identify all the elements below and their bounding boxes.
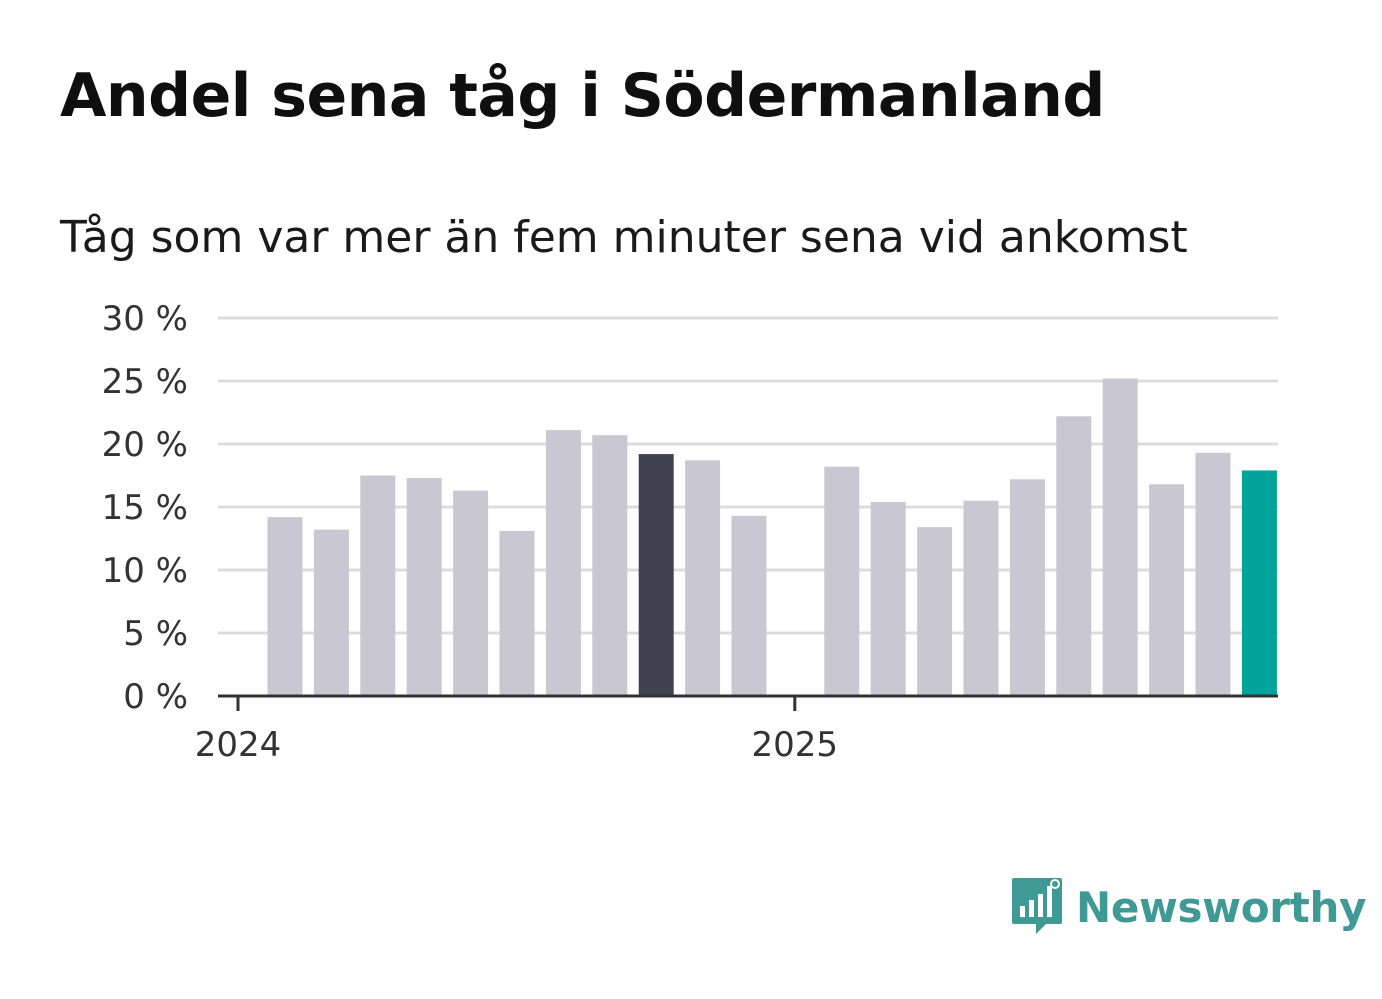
brand-logo: Newsworthy [1010,876,1366,938]
bar [267,517,303,696]
y-tick-label: 15 % [102,488,188,528]
y-tick-label: 30 % [102,299,188,339]
brand-name: Newsworthy [1076,882,1367,932]
bars [267,378,1277,696]
bar [1056,416,1092,696]
y-tick-label: 5 % [123,614,188,654]
chart-title: Andel sena tåg i Södermanland [60,61,1105,131]
bar [685,460,721,696]
y-tick-label: 10 % [102,551,188,591]
bar [1195,452,1231,696]
x-tick-label: 2024 [195,725,282,765]
bar [1009,479,1045,696]
newsworthy-logo-icon [1012,878,1062,934]
bar [963,500,999,696]
bar [360,475,396,696]
y-axis-ticks: 0 % 5 % 10 % 15 % 20 % 25 % 30 % [102,299,188,717]
chart-subtitle: Tåg som var mer än fem minuter sena vid … [60,212,1188,263]
y-tick-label: 25 % [102,362,188,402]
bar [1102,378,1138,696]
bar [313,529,349,696]
x-axis-ticks: 2024 2025 [195,696,838,765]
bar [731,515,767,696]
x-tick-label: 2025 [752,725,839,765]
bar [638,454,674,696]
bar [824,466,860,696]
bar [917,527,953,696]
y-tick-label: 20 % [102,425,188,465]
bar [453,490,489,696]
y-tick-label: 0 % [123,677,188,717]
bar [499,530,535,696]
bar [592,435,628,696]
bar [406,478,442,696]
bar [870,501,906,696]
bar [1241,470,1277,696]
bar [545,430,581,696]
bar [1149,484,1185,696]
